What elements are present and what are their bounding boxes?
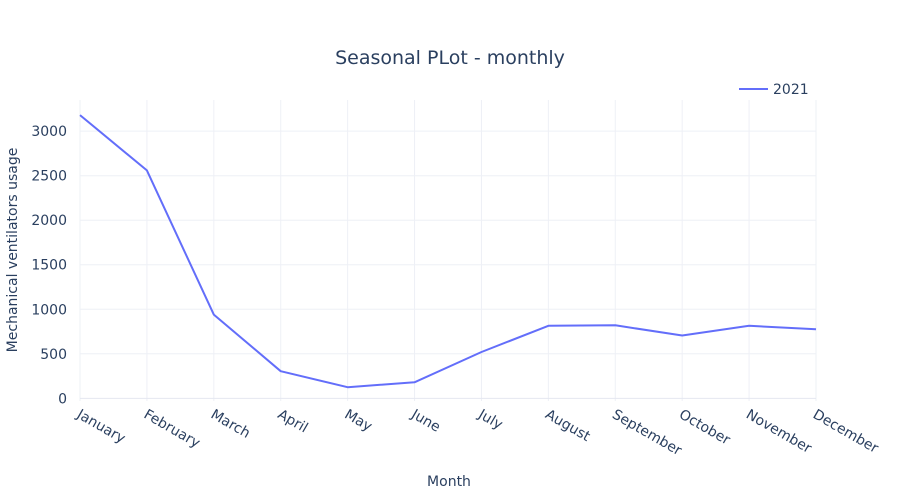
series-lines [79,114,817,389]
y-tick-label: 3000 [31,124,67,140]
x-tick-label: April [275,407,311,437]
legend-label-2021: 2021 [773,82,809,98]
grid-lines [79,100,817,401]
x-tick-label: March [208,407,253,442]
series-line-2021[interactable] [79,114,817,389]
x-axis-title: Month [427,474,471,490]
x-tick-label: June [408,406,443,436]
chart-title: Seasonal PLot - monthly [335,47,565,69]
x-tick-label: February [141,407,203,452]
y-tick-label: 0 [58,391,67,407]
y-tick-label: 2000 [31,213,67,229]
x-axis-ticks: January February March April May June July Augu… [73,406,881,459]
x-tick-label: May [342,407,375,435]
legend[interactable]: 2021 [739,82,809,98]
y-tick-label: 1000 [31,302,67,318]
x-tick-label: September [609,407,684,460]
x-tick-label: August [542,407,593,446]
y-tick-label: 500 [40,347,67,363]
y-tick-label: 1500 [31,258,67,274]
x-tick-label: July [475,406,506,433]
y-axis-title: Mechanical ventilators usage [5,148,21,353]
x-tick-label: October [676,407,733,449]
x-tick-label: November [743,407,814,457]
y-axis-ticks: 0 500 1000 1500 2000 2500 3000 [31,124,67,407]
x-tick-label: December [810,407,881,457]
y-tick-label: 2500 [31,169,67,185]
x-tick-label: January [73,406,128,447]
